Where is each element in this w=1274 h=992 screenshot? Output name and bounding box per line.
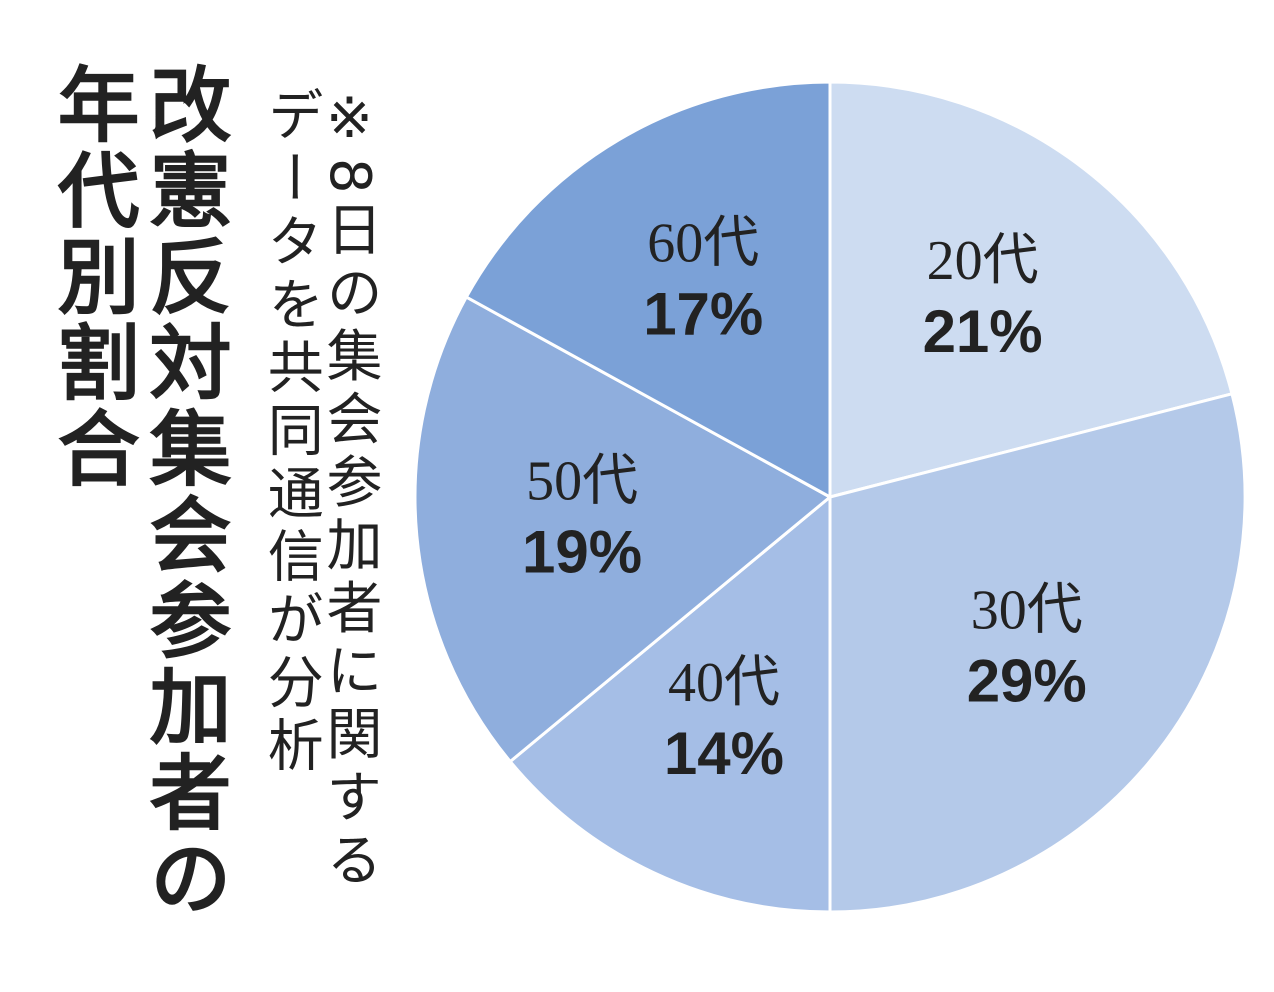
slice-category-label: 60代	[647, 213, 759, 275]
slice-value-label: 14%	[664, 720, 784, 787]
pie-slice	[828, 80, 1234, 499]
slice-value-label: 29%	[967, 647, 1087, 714]
slice-value-label: 21%	[923, 298, 1043, 365]
slice-category-label: 30代	[971, 579, 1083, 641]
pie-slice	[828, 391, 1247, 914]
slice-category-label: 20代	[927, 230, 1039, 292]
slice-value-label: 19%	[522, 518, 642, 585]
slice-category-label: 40代	[668, 652, 780, 714]
slice-category-label: 50代	[526, 450, 638, 512]
pie-slice	[508, 493, 832, 914]
chart-note: ※8日の集会参加者に関するデータを共同通信が分析	[258, 86, 382, 894]
slice-value-label: 17%	[643, 281, 763, 348]
chart-title: 改憲反対集会参加者の年代別割合	[43, 62, 230, 922]
pie-slice	[413, 295, 833, 764]
pie-slice	[464, 80, 832, 500]
